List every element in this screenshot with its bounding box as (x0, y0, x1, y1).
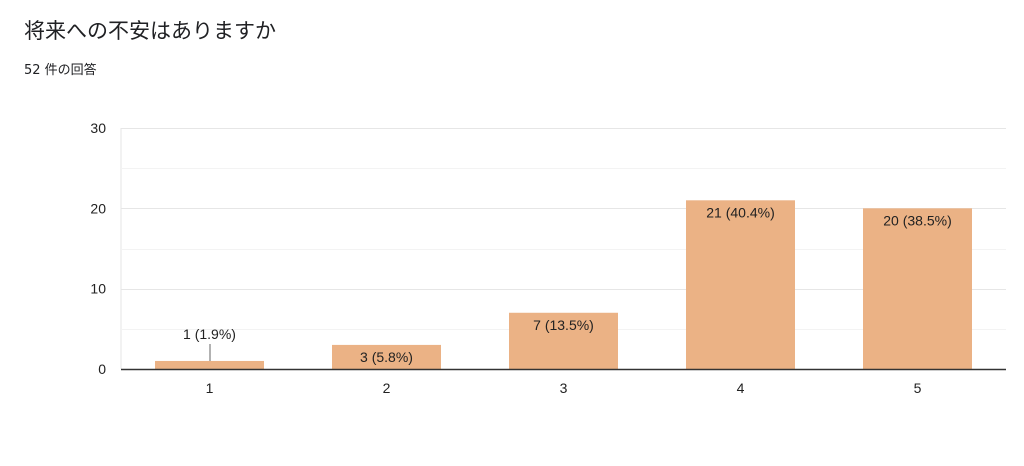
bar-2[interactable] (332, 344, 441, 369)
data-label: 1 (1.9%) (183, 326, 236, 342)
bar-4[interactable] (686, 200, 795, 369)
x-axis-ticks: 1 2 3 4 5 (206, 380, 922, 396)
y-axis-ticks: 0 10 20 30 (90, 120, 106, 377)
data-labels: 1 (1.9%) 3 (5.8%) 7 (13.5%) 21 (40.4%) 20 (3… (183, 204, 952, 365)
bar-3[interactable] (509, 312, 618, 369)
data-label: 21 (40.4%) (706, 204, 774, 220)
x-tick-label: 2 (383, 380, 391, 396)
question-title: 将来への不安はありますか (24, 19, 276, 43)
y-tick-label: 20 (90, 200, 106, 216)
y-tick-label: 0 (98, 361, 106, 377)
x-tick-label: 4 (737, 380, 745, 396)
bar-5[interactable] (863, 208, 972, 369)
bar-1[interactable] (155, 360, 264, 369)
data-label: 20 (38.5%) (883, 212, 951, 228)
x-tick-label: 3 (560, 380, 568, 396)
y-tick-label: 30 (90, 120, 106, 136)
x-tick-label: 1 (206, 380, 214, 396)
data-label: 7 (13.5%) (533, 317, 594, 333)
x-tick-label: 5 (914, 380, 922, 396)
data-label: 3 (5.8%) (360, 349, 413, 365)
y-tick-label: 10 (90, 281, 106, 297)
response-count: 52 件の回答 (24, 63, 97, 78)
bars (155, 200, 972, 369)
